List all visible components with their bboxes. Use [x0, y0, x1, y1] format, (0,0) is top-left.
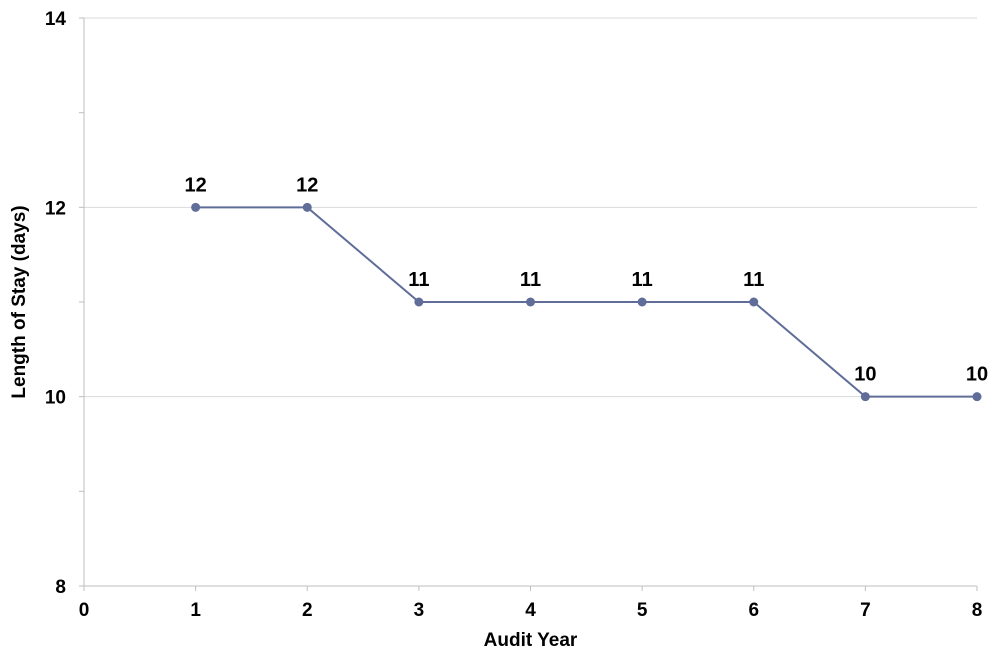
data-label: 12 [296, 174, 318, 196]
data-label: 10 [854, 364, 876, 386]
x-tick-label-0: 0 [79, 600, 90, 621]
x-tick-label-1: 1 [190, 600, 201, 621]
y-tick-label-12: 12 [45, 198, 66, 219]
x-tick-label-7: 7 [860, 600, 871, 621]
series [191, 202, 982, 402]
data-point [860, 392, 870, 402]
data-label: 11 [743, 269, 764, 291]
axes [79, 17, 978, 591]
data-point [414, 297, 424, 307]
x-tick-label-4: 4 [525, 600, 536, 621]
x-tick-label-6: 6 [748, 600, 759, 621]
data-label: 12 [185, 174, 207, 196]
x-axis-title: Audit Year [484, 630, 578, 651]
y-tick-label-14: 14 [45, 9, 67, 30]
x-tick-label-3: 3 [414, 600, 425, 621]
series-line [195, 206, 977, 398]
y-tick-label-8: 8 [55, 577, 66, 598]
x-tick-label-5: 5 [637, 600, 648, 621]
data-point [749, 297, 759, 307]
x-tick-label-2: 2 [302, 600, 313, 621]
data-point [526, 297, 535, 307]
data-point [637, 297, 647, 307]
data-label: 11 [520, 269, 541, 291]
x-tick-label-8: 8 [972, 600, 983, 621]
data-point [191, 202, 201, 212]
data-label: 11 [632, 269, 653, 291]
data-label: 10 [966, 364, 988, 386]
data-labels: 12 12 11 11 11 11 10 10 [185, 174, 989, 385]
data-label: 11 [408, 269, 429, 291]
y-tick-label-10: 10 [45, 388, 66, 409]
data-point [302, 202, 312, 212]
data-point [972, 392, 982, 402]
y-axis-title: Length of Stay (days) [9, 205, 30, 398]
